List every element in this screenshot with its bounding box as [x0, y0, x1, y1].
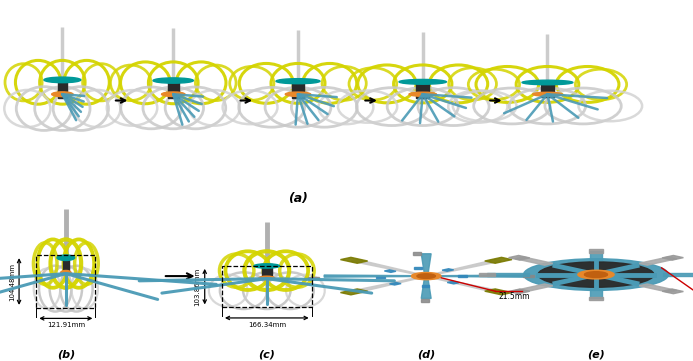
Text: 21.5mm: 21.5mm	[499, 292, 530, 301]
Ellipse shape	[254, 264, 280, 268]
Polygon shape	[340, 289, 368, 295]
Polygon shape	[480, 273, 495, 276]
Text: 103.86mm: 103.86mm	[195, 268, 200, 306]
Bar	[262, 264, 272, 277]
Polygon shape	[351, 260, 428, 276]
Ellipse shape	[522, 80, 573, 85]
Ellipse shape	[399, 79, 446, 84]
Polygon shape	[340, 257, 368, 263]
Bar	[523, 275, 534, 277]
Text: (e): (e)	[587, 350, 605, 360]
Text: (d): (d)	[417, 350, 435, 360]
Bar	[376, 277, 385, 278]
Bar	[389, 283, 401, 285]
Bar	[62, 255, 69, 272]
Polygon shape	[639, 257, 677, 265]
Polygon shape	[509, 256, 529, 260]
Polygon shape	[589, 249, 603, 253]
Circle shape	[524, 259, 668, 290]
Polygon shape	[663, 273, 693, 276]
Ellipse shape	[286, 92, 310, 96]
Ellipse shape	[409, 92, 437, 96]
Text: (c): (c)	[258, 350, 275, 360]
Polygon shape	[426, 275, 528, 277]
Polygon shape	[351, 276, 428, 293]
Polygon shape	[484, 257, 512, 263]
Bar	[458, 275, 467, 277]
Ellipse shape	[52, 92, 73, 97]
Bar	[222, 266, 312, 307]
Polygon shape	[515, 284, 553, 292]
Ellipse shape	[44, 77, 81, 83]
Ellipse shape	[57, 255, 75, 260]
Polygon shape	[425, 276, 502, 293]
Bar	[414, 267, 421, 269]
Text: 121.91mm: 121.91mm	[46, 322, 85, 328]
Polygon shape	[590, 289, 602, 298]
Polygon shape	[421, 254, 431, 276]
Polygon shape	[589, 297, 603, 300]
Ellipse shape	[578, 270, 614, 279]
Bar	[385, 270, 396, 273]
Bar	[58, 80, 67, 98]
Text: (a): (a)	[288, 192, 308, 205]
Bar	[421, 299, 429, 301]
Bar	[36, 255, 96, 308]
Text: 104.48mm: 104.48mm	[9, 262, 15, 300]
Polygon shape	[590, 251, 602, 260]
Bar	[292, 81, 304, 98]
Polygon shape	[484, 289, 512, 295]
Ellipse shape	[417, 274, 435, 278]
Text: 166.34mm: 166.34mm	[247, 322, 286, 328]
Text: (b): (b)	[57, 350, 75, 360]
Ellipse shape	[60, 270, 71, 275]
Ellipse shape	[161, 92, 185, 96]
Bar	[308, 277, 319, 279]
Circle shape	[538, 262, 654, 287]
Polygon shape	[663, 256, 683, 260]
Bar	[416, 82, 429, 98]
Polygon shape	[425, 260, 502, 276]
Ellipse shape	[276, 79, 320, 84]
Bar	[442, 269, 454, 271]
Bar	[541, 82, 554, 97]
Ellipse shape	[533, 92, 562, 96]
Polygon shape	[487, 273, 529, 276]
Polygon shape	[324, 275, 426, 277]
Bar	[168, 81, 179, 98]
Polygon shape	[509, 289, 529, 294]
Polygon shape	[421, 276, 431, 299]
Bar	[447, 281, 459, 284]
Ellipse shape	[259, 276, 274, 280]
Ellipse shape	[584, 272, 608, 278]
Polygon shape	[639, 284, 677, 292]
Bar	[413, 252, 421, 255]
Polygon shape	[515, 257, 553, 265]
Bar	[421, 285, 429, 287]
Polygon shape	[663, 289, 683, 294]
Ellipse shape	[412, 273, 441, 280]
Ellipse shape	[153, 78, 193, 83]
